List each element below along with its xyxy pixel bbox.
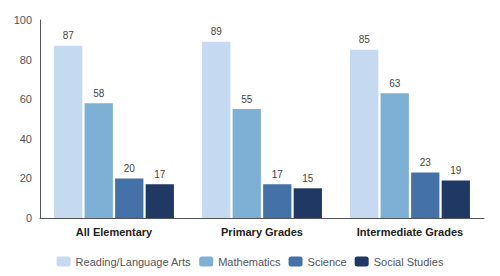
- svg-text:19: 19: [450, 165, 462, 176]
- svg-text:Intermediate Grades: Intermediate Grades: [357, 226, 463, 238]
- svg-text:15: 15: [302, 173, 314, 184]
- svg-text:Reading/Language Arts: Reading/Language Arts: [76, 256, 191, 268]
- svg-text:87: 87: [63, 30, 75, 41]
- svg-text:80: 80: [20, 54, 32, 66]
- svg-text:Primary Grades: Primary Grades: [221, 226, 303, 238]
- svg-text:All Elementary: All Elementary: [76, 226, 153, 238]
- svg-text:0: 0: [26, 212, 32, 224]
- svg-text:63: 63: [389, 78, 401, 89]
- svg-text:Mathematics: Mathematics: [218, 256, 281, 268]
- svg-text:89: 89: [211, 26, 223, 37]
- svg-text:Social Studies: Social Studies: [374, 256, 444, 268]
- svg-text:Science: Science: [308, 256, 347, 268]
- svg-text:40: 40: [20, 133, 32, 145]
- svg-text:23: 23: [420, 157, 432, 168]
- svg-text:60: 60: [20, 93, 32, 105]
- svg-text:55: 55: [241, 94, 253, 105]
- svg-text:20: 20: [124, 163, 136, 174]
- svg-text:17: 17: [272, 169, 284, 180]
- svg-text:58: 58: [93, 88, 105, 99]
- svg-text:100: 100: [14, 14, 32, 26]
- svg-text:17: 17: [154, 169, 166, 180]
- svg-text:20: 20: [20, 172, 32, 184]
- svg-text:85: 85: [359, 34, 371, 45]
